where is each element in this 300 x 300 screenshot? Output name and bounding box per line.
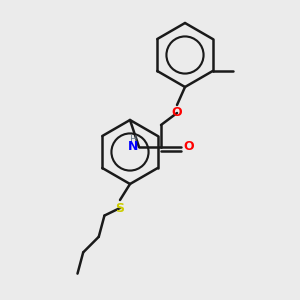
Text: N: N [128, 140, 138, 154]
Text: S: S [116, 202, 124, 215]
Text: O: O [172, 106, 182, 119]
Text: H: H [130, 135, 137, 145]
Text: O: O [183, 140, 194, 154]
